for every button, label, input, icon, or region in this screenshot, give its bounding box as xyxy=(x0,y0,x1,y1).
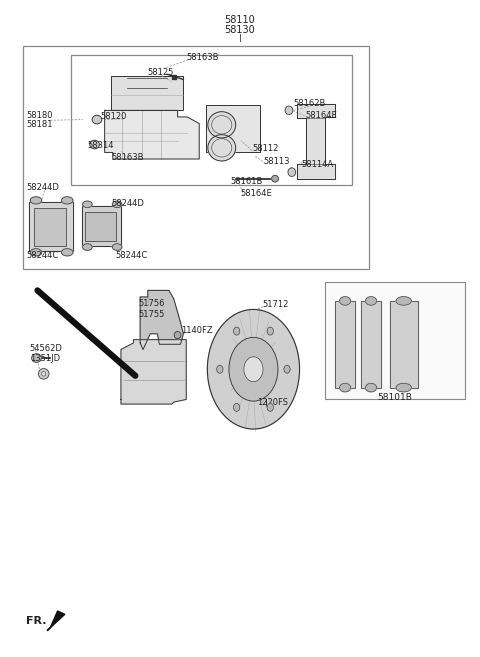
Ellipse shape xyxy=(229,338,278,401)
Text: 1351JD: 1351JD xyxy=(30,353,60,363)
Ellipse shape xyxy=(267,403,274,411)
Ellipse shape xyxy=(30,197,42,204)
Ellipse shape xyxy=(42,372,46,376)
Text: 58113: 58113 xyxy=(263,157,289,166)
Text: 51755: 51755 xyxy=(138,309,165,319)
Bar xyxy=(361,301,381,388)
Ellipse shape xyxy=(339,296,351,306)
Bar xyxy=(390,301,418,388)
Bar xyxy=(71,55,352,185)
Ellipse shape xyxy=(288,168,296,177)
Text: 51756: 51756 xyxy=(138,299,165,308)
Bar xyxy=(335,301,355,388)
Ellipse shape xyxy=(90,141,99,149)
Polygon shape xyxy=(47,611,65,631)
Text: 58114A: 58114A xyxy=(301,160,334,169)
Ellipse shape xyxy=(83,201,92,208)
Text: FR.: FR. xyxy=(26,616,47,626)
Text: 1140FZ: 1140FZ xyxy=(181,326,213,335)
Text: 58181: 58181 xyxy=(26,120,53,129)
Ellipse shape xyxy=(217,365,223,373)
Text: 58110: 58110 xyxy=(225,14,255,25)
Ellipse shape xyxy=(83,244,92,250)
Text: 58164E: 58164E xyxy=(306,111,337,120)
Text: 58163B: 58163B xyxy=(111,152,144,162)
Ellipse shape xyxy=(284,365,290,373)
Text: 58164E: 58164E xyxy=(240,189,272,198)
Polygon shape xyxy=(105,110,199,159)
Ellipse shape xyxy=(208,112,236,138)
Polygon shape xyxy=(140,290,183,350)
Polygon shape xyxy=(82,206,121,246)
Bar xyxy=(111,76,183,110)
Text: 58130: 58130 xyxy=(225,24,255,35)
Ellipse shape xyxy=(30,249,42,256)
Text: 58163B: 58163B xyxy=(186,53,219,62)
Bar xyxy=(361,301,381,388)
Bar xyxy=(34,208,66,246)
Ellipse shape xyxy=(244,357,263,382)
Ellipse shape xyxy=(285,106,293,114)
Ellipse shape xyxy=(38,369,49,379)
Ellipse shape xyxy=(396,296,411,306)
Ellipse shape xyxy=(174,332,181,339)
Ellipse shape xyxy=(112,244,122,250)
Text: 1220FS: 1220FS xyxy=(257,398,288,407)
Ellipse shape xyxy=(61,197,73,204)
Ellipse shape xyxy=(208,135,236,161)
Bar xyxy=(23,46,369,269)
Ellipse shape xyxy=(32,353,41,363)
Ellipse shape xyxy=(207,309,300,429)
Bar xyxy=(390,301,418,388)
Text: 58244D: 58244D xyxy=(111,198,144,208)
Ellipse shape xyxy=(112,201,122,208)
Text: 54562D: 54562D xyxy=(30,344,62,353)
Text: 58120: 58120 xyxy=(101,112,127,122)
Ellipse shape xyxy=(396,383,411,392)
Text: 58244C: 58244C xyxy=(115,251,147,260)
Text: 58162B: 58162B xyxy=(294,99,326,108)
Ellipse shape xyxy=(267,327,274,335)
Text: 58101B: 58101B xyxy=(378,393,412,402)
Bar xyxy=(85,212,116,241)
Text: 51712: 51712 xyxy=(262,300,288,309)
Ellipse shape xyxy=(272,175,278,182)
Bar xyxy=(335,301,355,388)
Polygon shape xyxy=(29,202,73,251)
Bar xyxy=(206,105,260,152)
Ellipse shape xyxy=(92,116,102,124)
Text: 58125: 58125 xyxy=(148,68,174,78)
Text: 58314: 58314 xyxy=(87,141,114,150)
Ellipse shape xyxy=(339,383,351,392)
Text: 58244D: 58244D xyxy=(26,183,59,193)
Text: 58112: 58112 xyxy=(252,144,278,153)
Ellipse shape xyxy=(233,403,240,411)
Polygon shape xyxy=(121,340,186,404)
Text: 58244C: 58244C xyxy=(26,251,59,260)
Polygon shape xyxy=(297,104,335,179)
Ellipse shape xyxy=(233,327,240,335)
Ellipse shape xyxy=(365,296,377,306)
Text: 58161B: 58161B xyxy=(230,177,263,186)
Text: 58180: 58180 xyxy=(26,111,53,120)
Bar xyxy=(325,282,465,399)
Ellipse shape xyxy=(365,383,377,392)
Ellipse shape xyxy=(61,249,73,256)
